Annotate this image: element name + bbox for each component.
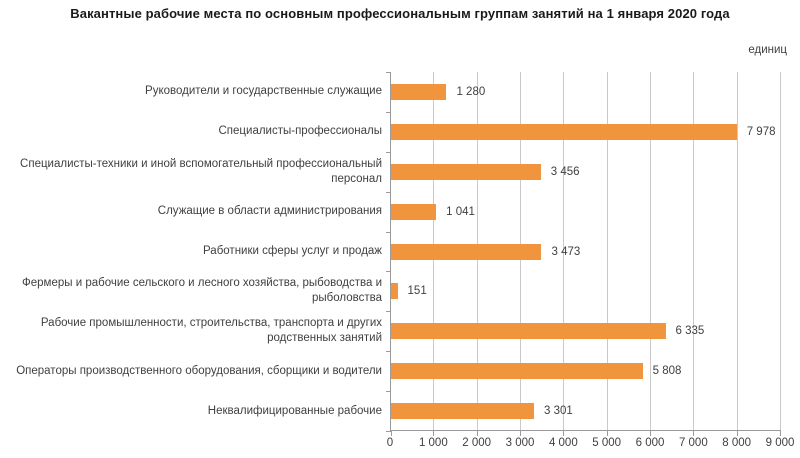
x-axis-tick-label: 7 000 (678, 437, 708, 449)
bar (391, 363, 643, 380)
units-label: единиц (748, 44, 787, 56)
gridline (693, 72, 695, 430)
x-axis-tick-label: 0 (386, 437, 394, 449)
x-axis-tick (650, 431, 651, 436)
category-label: Руководители и государственные служащие (145, 85, 382, 98)
x-axis-tick (391, 431, 392, 436)
y-axis-tick (386, 192, 391, 193)
bar (391, 283, 398, 300)
y-axis-tick (386, 271, 391, 272)
y-axis-tick (386, 232, 391, 233)
plot-area: 1 280 7 978 3 456 1 041 3 473 151 6 335 5 808 3 … (386, 72, 781, 436)
x-axis-tick (563, 431, 565, 436)
x-axis-tick-label: 3 000 (505, 437, 535, 449)
bar-value-label: 1 041 (446, 205, 475, 218)
x-axis-tick (433, 431, 435, 436)
category-label: Работники сферы услуг и продаж (203, 244, 382, 257)
bar (391, 123, 737, 140)
y-axis-tick (386, 391, 391, 392)
bar-value-label: 3 456 (550, 165, 580, 178)
x-axis-tick (476, 431, 478, 436)
category-label: Специалисты-техники и иной вспомогательн… (20, 157, 382, 185)
bar (391, 243, 542, 260)
x-axis-tick (693, 431, 695, 436)
gridline (780, 72, 781, 430)
category-label: Служащие в области администрирования (157, 205, 382, 218)
bar (391, 203, 437, 220)
category-label: Рабочие промышленности, строительства, т… (40, 317, 382, 345)
bar (391, 323, 666, 340)
x-axis-tick-label: 9 000 (765, 437, 795, 449)
bar (391, 163, 541, 180)
x-axis-tick-label: 2 000 (462, 437, 492, 449)
bar-value-label: 6 335 (675, 325, 705, 338)
y-axis-tick (386, 431, 391, 432)
gridline (563, 72, 565, 430)
bar-value-label: 151 (407, 285, 427, 298)
category-label: Операторы производственного оборудования… (16, 364, 382, 377)
y-axis-tick (386, 152, 391, 153)
bar (391, 403, 535, 420)
bar-value-label: 7 978 (746, 125, 776, 138)
chart-title: Вакантные рабочие места по основным проф… (70, 6, 730, 21)
bar-value-label: 1 280 (456, 85, 486, 98)
gridline (736, 72, 738, 430)
y-axis-tick (386, 351, 391, 352)
x-axis-tick (520, 431, 521, 436)
gridline (606, 72, 608, 430)
x-axis-tick-label: 5 000 (592, 437, 622, 449)
x-axis-tick-label: 6 000 (635, 437, 665, 449)
bar (391, 83, 447, 100)
y-axis-tick (386, 311, 391, 312)
bar-value-label: 3 301 (544, 405, 573, 418)
bar-value-label: 5 808 (652, 365, 682, 378)
y-axis-tick (386, 72, 391, 73)
x-axis-tick (780, 431, 781, 436)
y-axis-tick (386, 112, 391, 113)
x-axis-tick (736, 431, 738, 436)
x-axis-tick-label: 4 000 (548, 437, 578, 449)
bar-value-label: 3 473 (551, 245, 581, 258)
gridline (650, 72, 651, 430)
category-label: Фермеры и рабочие сельского и лесного хо… (22, 277, 382, 305)
category-label: Неквалифицированные рабочие (207, 404, 382, 417)
x-axis-tick-label: 1 000 (418, 437, 448, 449)
x-axis-tick (606, 431, 608, 436)
category-label: Специалисты-профессионалы (218, 125, 383, 138)
x-axis-tick-label: 8 000 (722, 437, 752, 449)
